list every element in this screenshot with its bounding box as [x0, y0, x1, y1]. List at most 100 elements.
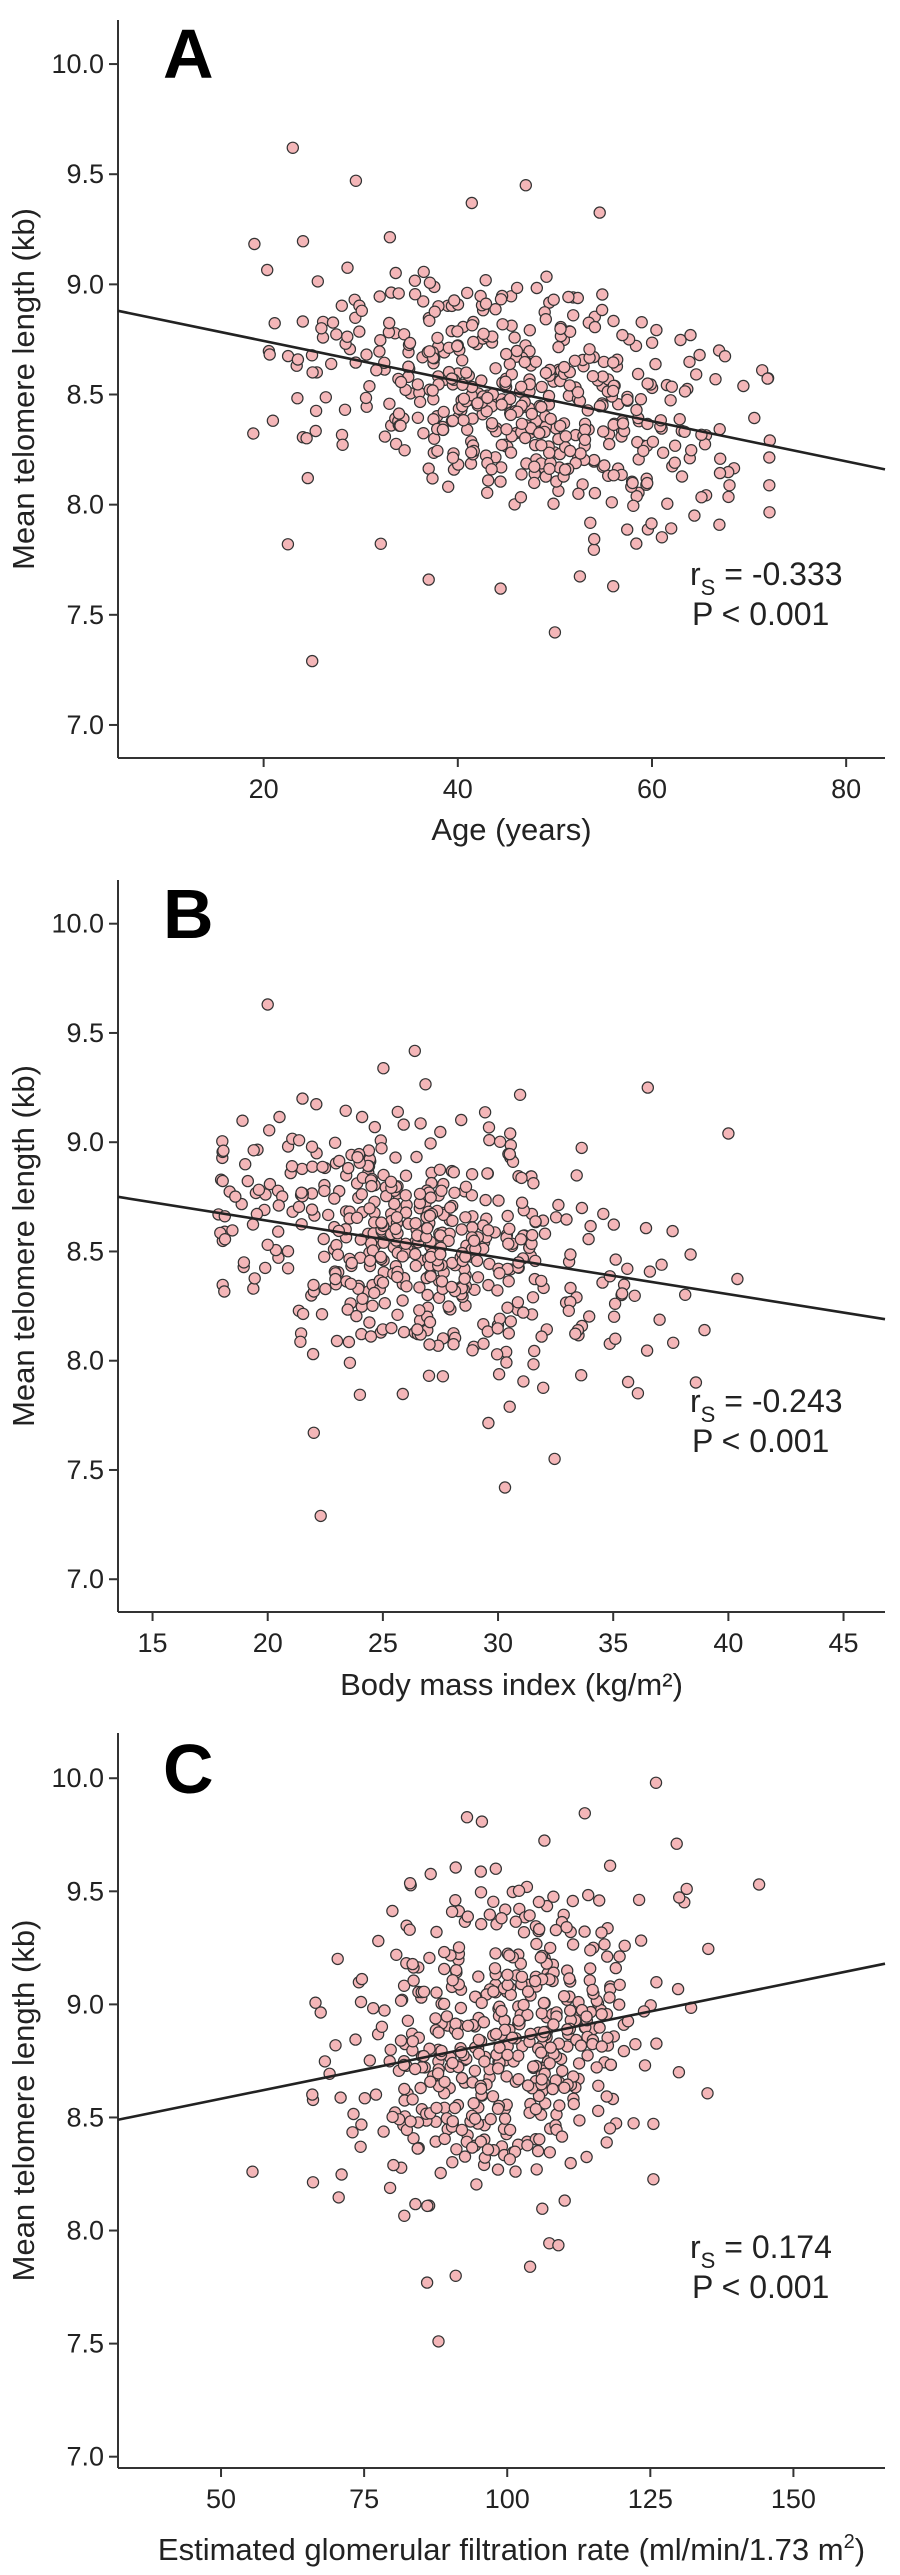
data-point [515, 380, 528, 393]
data-point [503, 1400, 516, 1413]
data-point [349, 174, 363, 187]
data-point [595, 1926, 608, 1939]
data-point [401, 2014, 415, 2028]
data-point [521, 2139, 534, 2152]
data-point [680, 1882, 693, 1896]
data-point [544, 1941, 557, 1955]
data-point [446, 1214, 459, 1228]
data-point [570, 1169, 583, 1182]
data-point [562, 290, 575, 304]
data-point [503, 1147, 516, 1161]
data-point [564, 2156, 577, 2170]
data-point [588, 486, 602, 500]
data-point [373, 345, 386, 358]
data-point [413, 1304, 426, 1317]
data-point [349, 2033, 362, 2046]
x-tick-label: 30 [483, 1628, 513, 1658]
data-point [549, 1211, 563, 1224]
data-point [437, 1997, 451, 2011]
data-point [582, 1888, 595, 1902]
data-point [457, 392, 471, 405]
data-point [423, 276, 437, 289]
data-point [558, 360, 571, 374]
data-point [398, 2082, 411, 2096]
y-axis-title: Mean telomere length (kb) [6, 208, 41, 570]
data-point [485, 463, 498, 476]
data-point [661, 497, 674, 510]
data-point [568, 354, 582, 367]
data-point [259, 1261, 272, 1275]
data-point [467, 2096, 480, 2110]
data-point [383, 2181, 397, 2195]
data-point [529, 355, 543, 368]
data-point [322, 1208, 335, 1222]
data-point [519, 178, 533, 192]
data-point [606, 384, 620, 398]
data-point [571, 386, 585, 399]
data-point [466, 1344, 479, 1357]
x-tick-label: 35 [598, 1628, 628, 1658]
data-point [399, 1169, 413, 1182]
spearman-r-label: rS = 0.174 [690, 2229, 832, 2273]
data-point [456, 354, 469, 367]
y-tick-label: 9.0 [66, 269, 104, 299]
data-point [613, 1950, 626, 1963]
data-point [515, 417, 529, 430]
data-point [702, 1942, 715, 1956]
data-point [563, 444, 577, 458]
data-point [500, 423, 513, 436]
data-point [479, 274, 492, 287]
data-point [435, 1275, 449, 1288]
regression-line [117, 309, 886, 471]
data-point [373, 290, 386, 303]
data-point [317, 1232, 330, 1246]
data-point [432, 2335, 445, 2348]
data-point [272, 1199, 285, 1212]
data-point [503, 392, 517, 406]
data-point [555, 2130, 569, 2143]
data-point [396, 1387, 409, 1401]
data-point [528, 460, 541, 473]
data-point [665, 522, 678, 535]
data-point [534, 1951, 548, 1964]
data-point [491, 2102, 505, 2115]
data-point [597, 425, 610, 438]
data-point [482, 474, 495, 487]
data-point [569, 1327, 582, 1340]
data-point [558, 463, 572, 476]
data-point [383, 316, 396, 330]
data-point [409, 2197, 422, 2211]
data-point [491, 1284, 504, 1297]
data-point [390, 1211, 404, 1224]
data-point [583, 1310, 596, 1323]
data-point [500, 347, 513, 361]
data-point [417, 427, 430, 440]
data-point [285, 1159, 299, 1173]
data-point [539, 366, 553, 380]
data-point [587, 543, 601, 556]
data-point [378, 1296, 391, 1310]
data-point [511, 1296, 525, 1309]
data-point [650, 323, 663, 337]
data-point [385, 1321, 398, 1335]
data-point [489, 1862, 502, 1875]
data-point [510, 344, 524, 358]
data-point [383, 230, 397, 244]
data-point [533, 426, 546, 440]
data-point [558, 2081, 571, 2094]
data-point [447, 1165, 460, 1179]
data-point [617, 2044, 631, 2058]
data-point [309, 1996, 322, 2009]
data-point [386, 1904, 399, 1918]
y-axis-title: Mean telomere length (kb) [6, 1920, 41, 2282]
data-point [584, 516, 597, 530]
data-point [566, 1894, 580, 1908]
data-point [374, 334, 387, 347]
y-tick-label: 8.0 [66, 1346, 104, 1376]
data-point [389, 1222, 402, 1236]
data-point [626, 476, 639, 490]
data-point [461, 1910, 474, 1923]
data-point [500, 2070, 513, 2083]
data-point [538, 1834, 551, 1847]
